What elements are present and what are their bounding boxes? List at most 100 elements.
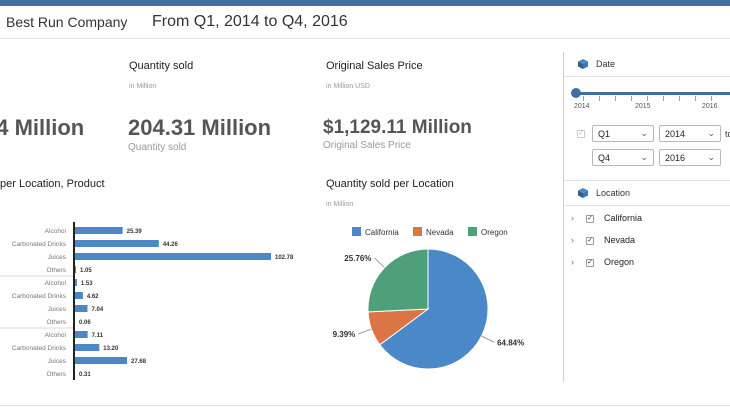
legend-swatch [468,227,477,236]
bar-value-label: 102.78 [275,255,294,261]
bar-value-label: 0.31 [79,372,91,378]
date-slider-handle[interactable] [571,88,581,98]
slider-year-label: 2014 [574,103,590,110]
bar-value-label: 25.39 [127,229,143,235]
filter-panel [563,52,730,382]
location-checkbox[interactable]: ✓ [586,215,594,223]
bar-value-label: 1.05 [80,268,92,274]
kpi-value-quantity: 204.31 Million [128,115,272,140]
pie-value-label: 64.84% [497,338,524,347]
bar-value-label: 0.06 [79,320,91,326]
kpi-caption-quantity: Quantity sold [128,142,187,153]
bar [74,279,77,286]
bar-category-label: Carbonated Drinks [12,241,67,248]
pie-leader-line [481,335,495,343]
bar-value-label: 1.53 [81,281,93,287]
bar-category-label: Carbonated Drinks [12,293,67,300]
to-quarter-select[interactable]: Q4 ⌄ [592,149,654,166]
location-filter-header: Location [596,188,631,198]
legend-label: California [365,228,399,237]
date-range-title: From Q1, 2014 to Q4, 2016 [152,13,348,30]
bar-category-label: Carbonated Drinks [12,345,67,352]
bar-category-label: Alcohol [45,228,67,235]
select-value: Q4 [598,153,611,163]
bar [74,331,88,338]
legend-item-california: California [352,227,399,237]
bottom-divider [0,405,730,406]
pie-value-label: 9.39% [333,330,356,339]
panel-divider [564,180,730,181]
bar-chart: Alcohol 25.39 Carbonated Drinks 44.26 Juices… [0,222,294,380]
legend-swatch [413,227,422,236]
pie-leader-line [374,257,385,268]
legend-label: Nevada [426,228,454,237]
bar [74,357,128,364]
cube-icon [578,59,588,69]
chevron-down-icon: ⌄ [707,128,715,138]
chevron-right-icon[interactable]: › [571,213,574,223]
from-year-select[interactable]: 2014 ⌄ [659,125,721,142]
from-quarter-select[interactable]: Q1 ⌄ [592,125,654,142]
pie-slice [379,248,489,370]
chevron-right-icon[interactable]: › [571,235,574,245]
kpi-caption-price: Original Sales Price [323,140,411,151]
bar [74,305,88,312]
bar-category-label: Others [46,267,66,274]
pie-chart-subtitle: in Million [326,201,354,208]
date-slider-track[interactable] [575,92,730,95]
panel-divider [564,76,730,77]
top-accent-bar [0,0,730,6]
location-label: Oregon [604,257,635,267]
bar-category-label: Alcohol [45,332,67,339]
legend-swatch [352,227,361,236]
slider-tick [679,96,680,101]
select-value: 2016 [665,153,686,163]
location-checkbox[interactable]: ✓ [586,259,594,267]
range-checkbox[interactable]: ✓ [577,130,585,138]
bar-value-label: 27.68 [131,359,147,365]
bar-value-label: 7.04 [91,307,103,313]
bar [74,344,100,351]
select-value: 2014 [665,129,686,139]
slider-tick [631,96,632,101]
slider-tick [711,96,712,101]
slider-tick [615,96,616,101]
bar-category-label: Juices [48,358,67,365]
kpi-title-quantity: Quantity sold [129,60,194,72]
chevron-down-icon: ⌄ [640,128,648,138]
pie-chart-title: Quantity sold per Location [326,178,454,190]
chevron-right-icon[interactable]: › [571,257,574,267]
kpi-value-partial: 04 Million [0,115,85,140]
location-label: Nevada [604,235,636,245]
bar-value-label: 13.20 [103,346,119,352]
company-name: Best Run Company [6,14,128,30]
bar-value-label: 4.62 [87,294,99,300]
slider-tick [583,96,584,101]
kpi-subtitle-price: in Million USD [326,83,370,90]
kpi-subtitle-quantity: in Million [129,83,157,90]
bar-category-label: Others [46,371,66,378]
bar [74,266,77,273]
legend-item-oregon: Oregon [468,227,508,237]
bar-category-label: Alcohol [45,280,67,287]
location-checkbox[interactable]: ✓ [586,237,594,245]
slider-tick [647,96,648,101]
slider-year-label: 2015 [635,103,651,110]
slider-tick [695,96,696,101]
to-year-select[interactable]: 2016 ⌄ [659,149,721,166]
bar-value-label: 44.26 [163,242,179,248]
bar-category-label: Juices [48,306,67,313]
bar [74,253,271,260]
bar [74,240,159,247]
select-value: Q1 [598,129,611,139]
date-filter-header: Date [596,59,616,69]
chevron-down-icon: ⌄ [707,152,715,162]
legend-label: Oregon [481,228,508,237]
chevron-down-icon: ⌄ [640,152,648,162]
slider-tick [599,96,600,101]
kpi-value-price: $1,129.11 Million [323,117,472,138]
panel-divider [564,205,730,206]
legend-item-nevada: Nevada [413,227,454,237]
story-header: Best Run Company From Q1, 2014 to Q4, 20… [0,6,730,39]
kpi-title-price: Original Sales Price [326,60,423,72]
